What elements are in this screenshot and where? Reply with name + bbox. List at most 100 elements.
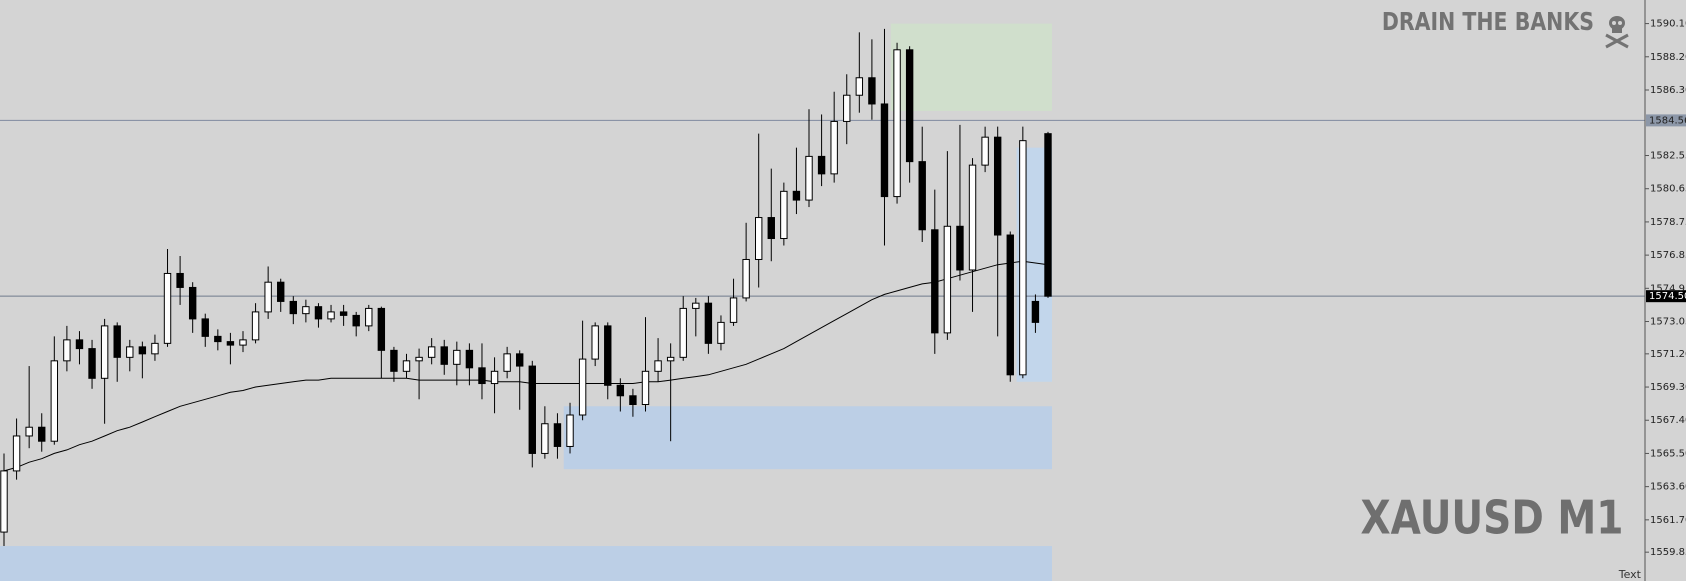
candle-body xyxy=(415,356,423,362)
candle-body xyxy=(968,164,977,271)
y-tick-label: 1561.70 xyxy=(1650,515,1686,526)
candle-body xyxy=(402,360,411,372)
candle-body xyxy=(453,349,461,365)
candle-body xyxy=(516,353,524,367)
candle-body xyxy=(126,346,134,358)
symbol-watermark: XAUUSD M1 xyxy=(1361,491,1624,545)
candle-body xyxy=(503,353,511,372)
candle-body xyxy=(767,217,775,240)
y-tick-label: 1576.85 xyxy=(1650,250,1686,261)
candle-body xyxy=(1019,140,1027,376)
candle-body xyxy=(25,426,33,437)
candle-body xyxy=(176,272,184,288)
candle-body xyxy=(478,367,486,385)
candle-body xyxy=(817,155,826,175)
candle-body xyxy=(993,136,1002,236)
y-tick-label: 1559.85 xyxy=(1650,547,1686,558)
candle-body xyxy=(88,348,96,379)
zone xyxy=(0,546,1052,581)
candle-body xyxy=(339,311,348,316)
y-tick-label: 1573.05 xyxy=(1650,317,1686,328)
candle-body xyxy=(754,217,763,260)
y-tick-label: 1582.55 xyxy=(1650,151,1686,162)
candle-body xyxy=(943,225,952,334)
candle-body xyxy=(0,470,8,533)
candle-body xyxy=(277,281,285,302)
candle-body xyxy=(541,423,549,454)
y-tick-label: 1578.75 xyxy=(1650,217,1686,228)
candle-body xyxy=(981,136,989,166)
candle-body xyxy=(918,161,926,231)
candle-body xyxy=(440,346,448,365)
moving-average xyxy=(3,260,1049,472)
y-tick-label: 1590.10 xyxy=(1650,19,1686,30)
price-lines: 1584.56 1574.50 xyxy=(0,114,1686,303)
y-tick-label: 1586.30 xyxy=(1650,85,1686,96)
candle-body xyxy=(38,426,46,442)
candle-body xyxy=(75,339,84,350)
candle-body xyxy=(50,360,59,442)
candle-body xyxy=(390,349,398,372)
candle-body xyxy=(578,358,587,416)
candle-body xyxy=(377,307,386,351)
watermark-title: DRAIN THE BANKS xyxy=(1382,8,1594,36)
current-price-bg xyxy=(1646,290,1686,303)
candle-body xyxy=(12,435,21,472)
candle-body xyxy=(63,339,71,362)
corner-text: Text xyxy=(1618,568,1642,581)
candle-body xyxy=(100,325,109,379)
candle-body xyxy=(1031,300,1040,323)
y-tick-label: 1580.65 xyxy=(1650,184,1686,195)
candle-body xyxy=(780,190,788,240)
candle-body xyxy=(490,370,499,385)
candle-body xyxy=(251,311,260,341)
candle-body xyxy=(528,365,536,454)
candle-body xyxy=(843,94,851,122)
y-tick-label: 1569.30 xyxy=(1650,382,1686,393)
candle-body xyxy=(566,414,574,447)
candle-body xyxy=(226,341,235,346)
candle-body xyxy=(654,360,662,372)
y-tick-label: 1567.40 xyxy=(1650,415,1686,426)
candle-body xyxy=(188,286,197,320)
zone xyxy=(563,406,1052,470)
y-tick-label: 1563.60 xyxy=(1650,482,1686,493)
skull-icon xyxy=(1605,16,1629,49)
candle-body xyxy=(553,423,562,447)
current-price-label: 1574.50 xyxy=(1649,291,1686,302)
y-tick-label: 1588.20 xyxy=(1650,52,1686,63)
candle-body xyxy=(591,325,599,360)
zones xyxy=(0,23,1052,581)
price-label-bg xyxy=(1646,114,1686,127)
candle-body xyxy=(1006,234,1014,376)
candle-body xyxy=(729,297,738,323)
candle-body xyxy=(1044,133,1052,297)
candle-body xyxy=(868,77,876,105)
candle-body xyxy=(151,342,159,355)
candle-body xyxy=(427,346,436,358)
candle-body xyxy=(201,318,209,337)
candle-body xyxy=(113,325,121,358)
candle-body xyxy=(327,311,335,320)
candle-body xyxy=(855,77,864,96)
candle-body xyxy=(616,384,625,397)
y-tick-label: 1565.50 xyxy=(1650,448,1686,459)
candle-body xyxy=(302,306,310,315)
candle-body xyxy=(692,302,700,309)
y-tick-label: 1571.20 xyxy=(1650,349,1686,360)
candle-body xyxy=(289,300,298,315)
candle-body xyxy=(830,120,838,175)
candle-body xyxy=(352,314,360,327)
zone xyxy=(890,23,1052,111)
candle-body xyxy=(666,356,675,362)
price-label: 1584.56 xyxy=(1649,115,1686,126)
candle-body xyxy=(893,49,901,198)
candle-body xyxy=(604,325,612,386)
candle-body xyxy=(365,307,373,327)
candle-body xyxy=(163,272,172,344)
candle-body xyxy=(629,395,637,406)
candle-body xyxy=(641,370,650,406)
candle-body xyxy=(314,306,323,320)
y-tick-label: 1574.95 xyxy=(1650,283,1686,294)
candle-body xyxy=(264,281,272,313)
